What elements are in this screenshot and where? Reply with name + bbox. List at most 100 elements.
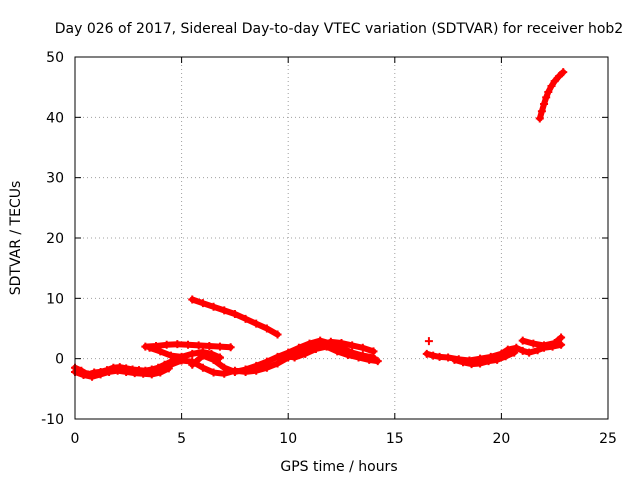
- data-point: [166, 351, 175, 360]
- data-point: [559, 68, 568, 77]
- x-axis-label: GPS time / hours: [280, 459, 397, 475]
- data-point: [205, 341, 214, 350]
- data-point: [493, 355, 502, 364]
- data-point: [156, 347, 165, 356]
- data-point: [173, 340, 182, 349]
- data-point: [290, 353, 299, 362]
- data-point: [183, 340, 192, 349]
- series-track-13: [535, 68, 568, 123]
- data-point: [343, 351, 352, 360]
- series-track-12: [424, 337, 433, 346]
- series-line: [280, 343, 381, 365]
- x-tick-label: 5: [177, 431, 186, 447]
- data-point: [194, 341, 203, 350]
- axis-ticks: 0 5 10 15 20 25 -10 0 10 20 30 40 50: [41, 50, 617, 447]
- data-point: [557, 333, 566, 342]
- data-point: [518, 336, 527, 345]
- data-point: [166, 360, 175, 369]
- y-axis-label: SDTVAR / TECUs: [8, 181, 24, 296]
- series-track-7: [279, 342, 382, 366]
- x-tick-label: 0: [71, 431, 80, 447]
- data-point: [262, 324, 271, 333]
- data-point: [198, 351, 207, 360]
- data-point: [365, 355, 374, 364]
- y-tick-label: 50: [46, 50, 64, 66]
- data-point: [220, 363, 229, 372]
- series-track-3: [141, 340, 235, 352]
- data-point: [358, 343, 367, 352]
- data-point: [198, 299, 207, 308]
- data-point: [316, 336, 325, 345]
- data-point: [226, 343, 235, 352]
- data-point: [525, 348, 534, 357]
- data-point: [79, 370, 88, 379]
- x-tick-label: 15: [386, 431, 404, 447]
- data-point: [215, 353, 224, 362]
- data-point: [557, 340, 566, 349]
- chart-title: Day 026 of 2017, Sidereal Day-to-day VTE…: [55, 21, 623, 37]
- y-tick-label: -10: [41, 412, 64, 428]
- data-point: [544, 87, 553, 96]
- data-point: [435, 352, 444, 361]
- data-point: [105, 367, 114, 376]
- data-point: [209, 355, 218, 364]
- data-point: [459, 358, 468, 367]
- data-point: [209, 302, 218, 311]
- data-point: [209, 368, 218, 377]
- data-point: [252, 361, 261, 370]
- data-point: [230, 367, 239, 376]
- data-point: [354, 353, 363, 362]
- plot-frame: [74, 56, 609, 420]
- x-tick-label: 25: [599, 431, 617, 447]
- data-point: [241, 314, 250, 323]
- data-point: [550, 338, 559, 347]
- data-point: [147, 370, 156, 379]
- series-track-10: [450, 348, 519, 369]
- data-point: [241, 365, 250, 374]
- data-point: [96, 370, 105, 379]
- data-point: [322, 342, 331, 351]
- data-point: [422, 349, 431, 358]
- data-point: [450, 355, 459, 364]
- data-point: [540, 341, 549, 350]
- data-point: [547, 81, 556, 90]
- data-points: [71, 68, 568, 381]
- data-point: [518, 346, 527, 355]
- data-point: [122, 367, 131, 376]
- data-point: [535, 114, 544, 123]
- data-point: [162, 340, 171, 349]
- data-point: [484, 357, 493, 366]
- data-point: [476, 359, 485, 368]
- data-point: [279, 351, 288, 360]
- data-point: [305, 339, 314, 348]
- data-point: [188, 295, 197, 304]
- y-tick-label: 40: [46, 110, 64, 126]
- data-point: [188, 360, 197, 369]
- data-point: [537, 107, 546, 116]
- y-tick-label: 20: [46, 231, 64, 247]
- data-point: [467, 360, 476, 369]
- x-tick-label: 10: [279, 431, 297, 447]
- data-point: [273, 330, 282, 339]
- y-tick-label: 0: [55, 352, 64, 368]
- data-point: [333, 347, 342, 356]
- data-point: [188, 349, 197, 358]
- data-point: [198, 363, 207, 372]
- data-point: [230, 310, 239, 319]
- y-tick-label: 30: [46, 171, 64, 187]
- data-point: [510, 348, 519, 357]
- data-point: [550, 77, 559, 86]
- data-point: [424, 337, 433, 346]
- data-point: [542, 93, 551, 102]
- data-point: [444, 353, 453, 362]
- data-point: [177, 356, 186, 365]
- data-point: [529, 339, 538, 348]
- data-point: [220, 306, 229, 315]
- series-track-4: [145, 343, 224, 362]
- data-point: [145, 343, 154, 352]
- data-point: [130, 369, 139, 378]
- grid: [75, 57, 608, 419]
- data-point: [348, 341, 357, 350]
- y-tick-label: 10: [46, 291, 64, 307]
